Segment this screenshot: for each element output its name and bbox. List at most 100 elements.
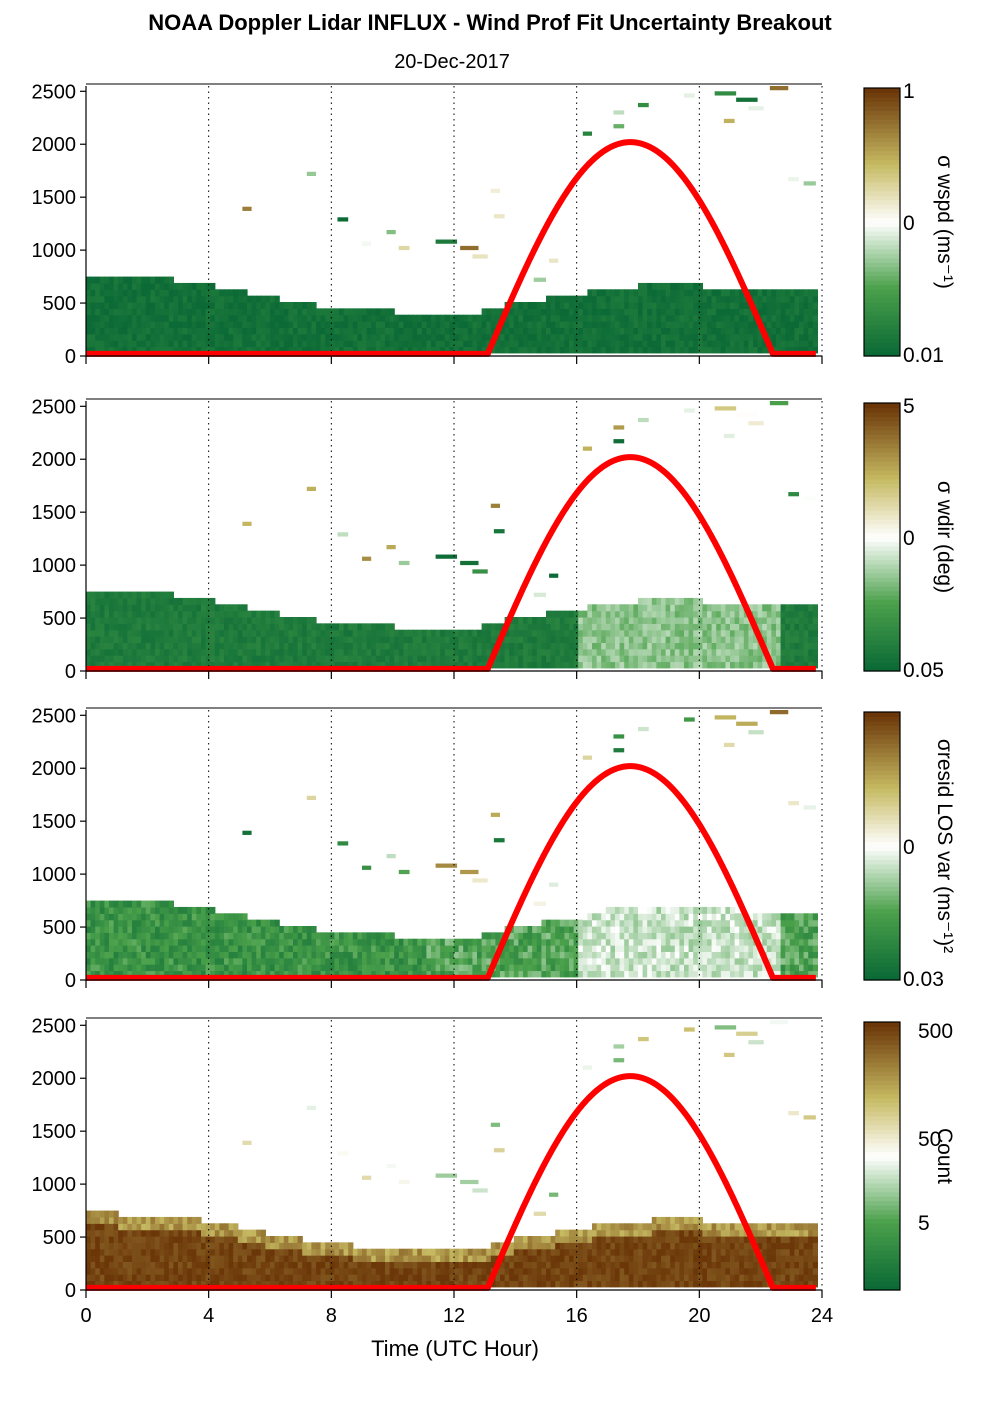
heatmap-cell [651,938,657,946]
heatmap-cell [136,295,142,303]
heatmap-cell [785,661,791,669]
heatmap-cell [504,655,510,663]
heatmap-cell [513,655,519,663]
heatmap-cell [601,648,607,656]
heatmap-cell [201,340,207,348]
heatmap-cell [702,340,708,348]
heatmap-cell [449,629,455,637]
heatmap-cell [509,932,515,940]
heatmap-cell [168,289,174,297]
heatmap-cell [739,655,745,663]
heatmap-cell [173,913,179,921]
heatmap-cell [260,655,266,663]
heatmap-cell [550,655,556,663]
colorbar-tick-label: 1 [903,80,915,103]
heatmap-cell [168,276,174,284]
heatmap-cell [490,327,496,335]
heatmap-cell [707,333,713,341]
heatmap-cell [122,314,128,322]
heatmap-cell [633,636,639,644]
heatmap-cell [228,938,234,946]
heatmap-cell [210,610,216,618]
heatmap-cell [389,932,395,940]
heatmap-cell [306,932,312,940]
heatmap-cell [785,636,791,644]
heatmap-cell [509,636,515,644]
heatmap-cell [155,282,161,290]
heatmap-cell [265,617,271,624]
heatmap-cell [219,289,225,297]
heatmap-cell [720,314,726,322]
heatmap-cell [523,302,529,309]
heatmap-cell [757,964,763,972]
heatmap-cell [766,333,772,341]
heatmap-cell [647,926,653,933]
heatmap-cell [219,295,225,303]
heatmap-cell [104,655,110,663]
heatmap-cell [564,951,570,959]
heatmap-cell [472,938,478,946]
heatmap-cell [343,308,349,316]
heatmap-cell [555,655,561,663]
heatmap-cell [362,556,372,561]
heatmap-cell [385,945,391,953]
heatmap-cell [214,295,220,303]
heatmap-cell [776,964,782,972]
heatmap-cell [155,610,161,618]
heatmap-cell [536,346,542,354]
heatmap-cell [766,327,772,335]
heatmap-cell [320,314,326,322]
heatmap-cell [780,938,786,946]
heatmap-cell [357,340,363,348]
heatmap-cell [808,617,814,624]
heatmap-cell [582,295,588,303]
heatmap-cell [661,617,667,624]
heatmap-cell [288,926,294,933]
heatmap-cell [201,604,207,612]
heatmap-cell [564,636,570,644]
heatmap-cell [776,938,782,946]
heatmap-cell [274,617,280,624]
heatmap-cell [633,655,639,663]
heatmap-cell [619,957,625,965]
colorbar-swatch [864,186,900,192]
heatmap-cell [288,346,294,354]
heatmap-cell [109,945,115,953]
heatmap-cell [302,938,308,946]
colorbar-swatch [864,501,900,507]
heatmap-cell [150,1216,156,1224]
heatmap-cell [210,957,216,965]
heatmap-cell [757,661,763,669]
heatmap-cell [362,314,368,322]
heatmap-cell [265,333,271,341]
heatmap-cell [780,932,786,940]
heatmap-cell [380,327,386,335]
colorbar-swatch [864,810,900,816]
heatmap-cell [495,340,501,348]
heatmap-cell [237,308,243,316]
heatmap-cell [191,333,197,341]
heatmap-cell [661,957,667,965]
heatmap-cell [122,964,128,972]
heatmap-cell [297,957,303,965]
heatmap-cell [293,642,299,650]
heatmap-cell [684,93,695,98]
heatmap-cell [297,655,303,663]
heatmap-cell [403,945,409,953]
heatmap-cell [210,913,216,921]
heatmap-cell [224,302,230,309]
heatmap-cell [707,308,713,316]
heatmap-cell [205,327,211,335]
heatmap-cell [251,623,257,631]
heatmap-cell [780,610,786,618]
heatmap-cell [187,970,193,978]
heatmap-cell [127,938,133,946]
heatmap-cell [619,623,625,631]
heatmap-cell [812,913,818,921]
heatmap-cell [435,239,458,244]
heatmap-cell [118,340,124,348]
heatmap-cell [95,282,101,290]
heatmap-cell [665,340,671,348]
heatmap-cell [697,289,703,297]
heatmap-cell [293,655,299,663]
